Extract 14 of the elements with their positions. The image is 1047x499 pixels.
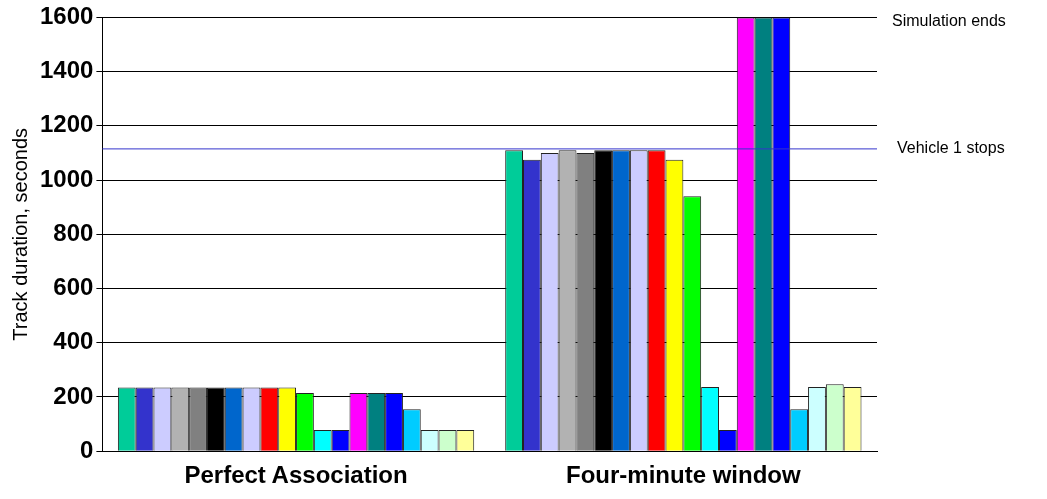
ref-line-label: Vehicle 1 stops [897,139,1005,157]
y-tick-label: 0 [80,435,94,463]
y-axis-title: Track duration, seconds [8,127,31,341]
y-tick-label: 1600 [40,2,94,30]
x-tick-label: Perfect Association [184,461,408,489]
text: Simulation ends [892,11,1006,29]
x-tick-label: Four-minute window [566,461,801,489]
y-tick-label: 200 [53,381,94,409]
y-tick-label: 1400 [40,56,94,84]
y-tick-label: 1200 [40,110,94,138]
y-tick-label: 800 [53,218,94,246]
y-tick-label: 1000 [40,164,94,192]
y-tick-label: 600 [53,273,94,301]
y-tick-label: 400 [53,327,94,355]
